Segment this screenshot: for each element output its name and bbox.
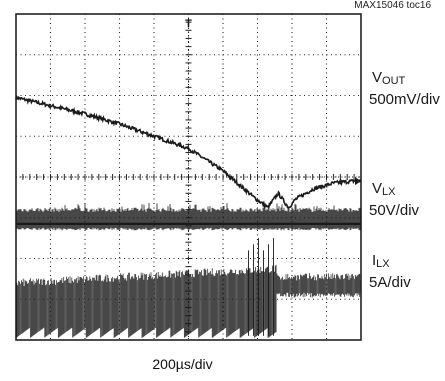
scope-markers: T	[185, 18, 361, 186]
timebase-label: 200µs/div	[152, 356, 213, 372]
waveform-traces	[15, 95, 362, 338]
vout-symbol: V	[372, 69, 383, 86]
trigger-marker-icon: T	[185, 18, 192, 30]
vout-subscript: OUT	[382, 75, 406, 87]
vlx-scale: 50V/div	[369, 202, 420, 219]
graticule	[15, 13, 362, 341]
vlx-trace	[15, 203, 362, 231]
ilx-label: ILX	[372, 252, 390, 270]
figure-id: MAX15046 toc16	[354, 0, 431, 11]
vout-trace	[15, 95, 362, 211]
vout-label: VOUT	[372, 69, 405, 87]
ilx-trace	[15, 265, 362, 338]
vlx-subscript: LX	[382, 186, 396, 198]
vlx-label: VLX	[372, 180, 395, 198]
channel-ground-marker-icon	[355, 177, 361, 186]
ilx-scale: 5A/div	[369, 274, 411, 291]
vlx-symbol: V	[372, 180, 383, 197]
ilx-symbol: I	[372, 252, 377, 269]
vout-scale: 500mV/div	[369, 91, 440, 108]
ilx-subscript: LX	[376, 258, 390, 270]
